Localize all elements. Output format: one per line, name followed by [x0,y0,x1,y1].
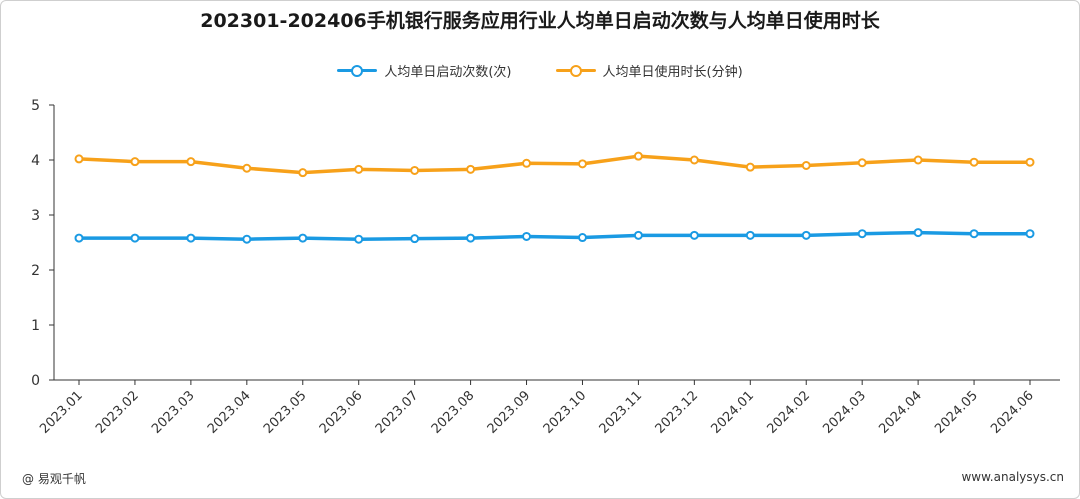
series-1-point [745,162,755,172]
series-0-point [1025,229,1035,239]
chart-title: 202301-202406手机银行服务应用行业人均单日启动次数与人均单日使用时长 [200,10,880,32]
y-tick-label: 3 [31,208,40,224]
series-0-point [242,234,252,244]
x-tick-label: 2023.09 [485,388,534,437]
x-tick-label: 2024.03 [820,388,869,437]
x-tick-label: 2023.01 [37,388,86,437]
series-line-1 [77,154,1032,175]
series-0-point [354,234,364,244]
series-1-point [354,164,364,174]
y-tick-label: 1 [31,318,40,334]
x-tick-label: 2023.07 [373,388,422,437]
legend-swatch-launches [337,64,378,78]
series-0-point [633,230,643,240]
x-tick-label: 2023.06 [317,388,366,437]
series-1-point [74,154,84,164]
x-tick-label: 2024.04 [876,388,925,437]
series-1-point [913,155,923,165]
x-tick-label: 2023.04 [205,388,254,437]
series-0-point [466,233,476,243]
series-1-point [857,158,867,168]
series-0-point [74,233,84,243]
series-line-0 [77,230,1032,241]
x-tick-label: 2023.12 [653,388,702,437]
series-1-point [242,163,252,173]
series-0-point [410,234,420,244]
series-1-point [298,168,308,178]
series-0-point [969,229,979,239]
series-0-point [130,233,140,243]
series-0-point [298,233,308,243]
series-0-point [186,233,196,243]
series-1-point [410,165,420,175]
series-1-point [801,161,811,170]
series-1-point [522,158,532,168]
series-1-point [969,157,979,167]
y-tick-label: 4 [31,153,40,169]
series-1-point [1025,157,1035,167]
site-label: www.analysys.cn [961,470,1064,484]
series-0-point [745,230,755,240]
y-tick-label: 5 [31,98,40,114]
series-0-point [577,233,587,243]
x-tick-label: 2023.08 [429,388,478,437]
series-1-point [577,159,587,169]
series-0-point [801,230,811,240]
legend-item-duration[interactable]: 人均单日使用时长(分钟) [555,61,743,80]
series-1-point [186,157,196,167]
series-1-point [633,151,643,161]
series-0-point [857,229,867,239]
series-0-point [689,230,699,240]
source-label: @ 易观千帆 [22,472,86,486]
chart-legend: 人均单日启动次数(次) 人均单日使用时长(分钟) [0,61,1080,80]
y-tick-label: 0 [31,373,40,389]
legend-swatch-duration [555,64,596,78]
x-tick-label: 2024.06 [988,388,1037,437]
x-tick-label: 2024.05 [932,388,981,437]
x-tick-label: 2023.11 [597,388,646,437]
legend-label-launches: 人均单日启动次数(次) [384,65,512,80]
series-1-point [466,164,476,174]
series-0-point [913,228,923,238]
series-1-point [689,155,699,165]
legend-label-duration: 人均单日使用时长(分钟) [602,65,743,80]
legend-item-launches[interactable]: 人均单日启动次数(次) [337,61,512,80]
series-0-point [522,231,532,241]
x-tick-label: 2023.02 [93,388,142,437]
x-tick-label: 2023.05 [261,388,310,437]
x-tick-label: 2023.03 [149,388,198,437]
x-tick-label: 2024.01 [708,388,757,437]
x-tick-label: 2024.02 [764,388,813,437]
y-tick-label: 2 [31,263,40,279]
series-1-point [130,157,140,167]
x-tick-label: 2023.10 [541,388,590,437]
